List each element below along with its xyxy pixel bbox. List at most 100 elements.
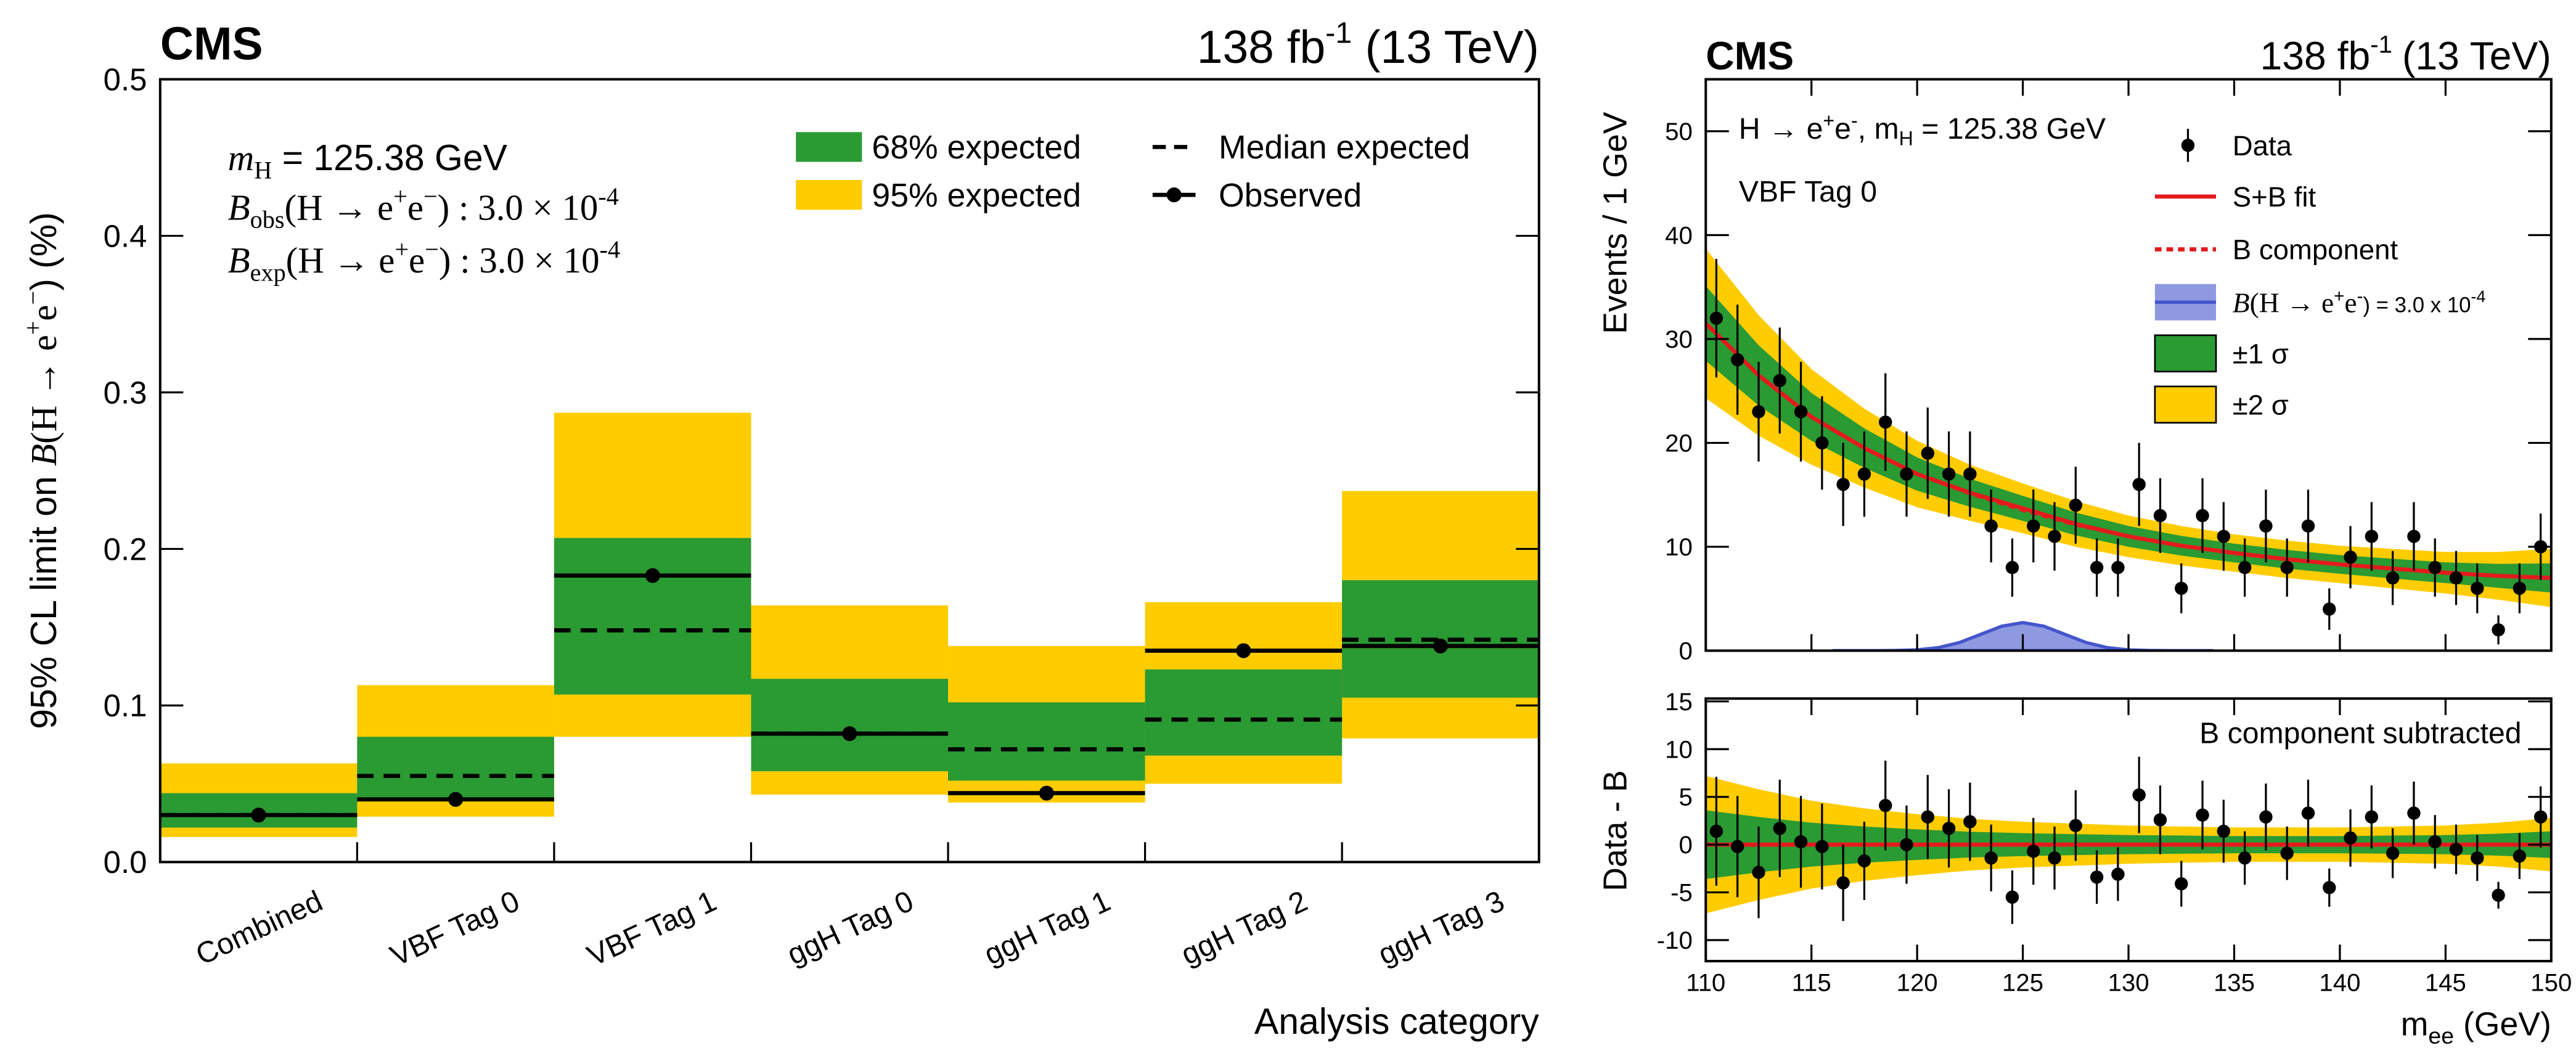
plot-area <box>1706 756 2551 924</box>
legend-label: 95% expected <box>872 178 1081 214</box>
lumi: 138 fb-1 (13 TeV) <box>1197 17 1539 73</box>
y-tick-label: -5 <box>1670 879 1693 907</box>
data-point <box>2069 498 2083 512</box>
y-tick-label: 5 <box>1678 784 1692 811</box>
data-point <box>2238 560 2252 575</box>
y-tick-label: 40 <box>1665 221 1693 249</box>
data-point <box>2153 509 2167 523</box>
data-point <box>2344 551 2357 564</box>
legend-swatch <box>2181 139 2195 152</box>
legend-label: ±1 σ <box>2233 338 2289 369</box>
y-tick-label: 20 <box>1665 429 1693 457</box>
lumi-exp: -1 <box>2370 31 2392 59</box>
y-tick-label: 0.2 <box>104 531 147 567</box>
legend-label: Data <box>2233 130 2292 162</box>
x-tick-label: 125 <box>2002 968 2043 996</box>
data-point <box>2196 808 2209 822</box>
x-tick-label: 145 <box>2425 968 2466 996</box>
fit-curve <box>1706 322 2551 580</box>
data-point <box>2513 581 2527 596</box>
y-tick-label: 0.1 <box>104 688 147 723</box>
legend-label: 68% expected <box>872 129 1081 166</box>
data-point <box>1878 415 1892 429</box>
y-label: 95% CL limit on <box>24 466 64 729</box>
annotation: (H → e <box>284 187 393 227</box>
y-label: − <box>19 291 47 305</box>
y-tick-label: 15 <box>1665 688 1693 716</box>
y-label: e <box>23 305 64 321</box>
lumi-energy: (13 TeV) <box>2402 34 2551 78</box>
x-axis-label: Analysis category <box>1254 1002 1539 1042</box>
data-point <box>1730 353 1744 367</box>
x-tick-label: 120 <box>1897 968 1938 996</box>
plot-area <box>1706 248 2551 651</box>
data-point <box>1773 374 1786 388</box>
legend-label: S+B fit <box>2233 181 2316 213</box>
x-label: m <box>2401 1007 2429 1043</box>
x-axis-label: mee (GeV) <box>2401 1007 2551 1049</box>
annotation: = 125.38 GeV <box>272 138 507 178</box>
data-point <box>2386 846 2400 860</box>
data-point <box>1794 835 1808 849</box>
lumi: 138 fb-1 (13 TeV) <box>2260 31 2551 78</box>
annotation: B <box>228 240 250 280</box>
annotation: − <box>425 235 439 263</box>
data-point <box>2301 806 2315 820</box>
data-point <box>2280 560 2294 575</box>
data-point <box>2428 835 2442 849</box>
legend-label: B component <box>2233 234 2398 266</box>
x-tick-label: 130 <box>2108 968 2149 996</box>
y-tick-label: -10 <box>1657 927 1693 954</box>
x-tick-label: VBF Tag 0 <box>385 884 525 973</box>
annotation: , m <box>1858 112 1899 145</box>
x-tick-label: 115 <box>1792 968 1831 996</box>
legend-label: - <box>2357 286 2363 306</box>
annotation: exp <box>250 258 286 286</box>
data-point <box>2492 888 2505 902</box>
legend-label: Observed <box>1219 178 1362 214</box>
legend-swatch <box>1166 187 1182 203</box>
annotation: m <box>228 137 255 178</box>
legend-label: B(H → e+e-) = 3.0 x 10-4 <box>2233 286 2486 318</box>
expected-band <box>948 702 1145 781</box>
lumi: 138 fb <box>2260 34 2370 78</box>
annotation: + <box>393 182 407 210</box>
data-point <box>2005 560 2019 575</box>
data-point <box>2238 851 2252 865</box>
data-point <box>2048 530 2061 543</box>
annotation: + <box>395 235 409 263</box>
legend-label: Median expected <box>1219 129 1470 166</box>
annotation: - <box>1851 109 1858 131</box>
expected-band <box>751 679 949 772</box>
legend-label: B <box>2233 287 2250 318</box>
annotation: e <box>407 187 423 227</box>
data-point <box>2111 560 2125 575</box>
data-point <box>1709 824 1723 838</box>
y-tick-label: 0.0 <box>104 845 147 880</box>
legend-label: e <box>2344 287 2357 318</box>
y-axis-label: 95% CL limit on B(H → e+e−) (%) <box>19 212 64 729</box>
y-tick-label: 50 <box>1665 118 1693 145</box>
cms-label: CMS <box>1706 34 1794 78</box>
annotation: H → e+e-, mH = 125.38 GeV <box>1739 109 2106 149</box>
lumi: 138 fb <box>1197 21 1326 73</box>
data-point <box>2027 519 2040 533</box>
annotation: e <box>409 240 425 280</box>
data-point <box>1836 478 1850 491</box>
x-tick-label: VBF Tag 1 <box>583 884 722 973</box>
data-point <box>1752 866 1765 879</box>
data-point <box>2111 867 2125 881</box>
legend-swatch <box>796 132 862 162</box>
y-tick-label: 0.3 <box>104 375 147 410</box>
data-point <box>2259 810 2273 824</box>
data-point <box>1794 405 1808 419</box>
data-point <box>1730 840 1744 853</box>
y-axis-label: Events / 1 GeV <box>1598 112 1634 334</box>
x-tick-label: 150 <box>2530 968 2572 996</box>
data-point <box>2386 571 2400 585</box>
annotation: + <box>1823 109 1834 131</box>
data-point <box>2259 519 2273 533</box>
data-point <box>2323 881 2336 894</box>
data-point <box>1752 405 1765 419</box>
y-tick-label: 0 <box>1678 637 1692 665</box>
